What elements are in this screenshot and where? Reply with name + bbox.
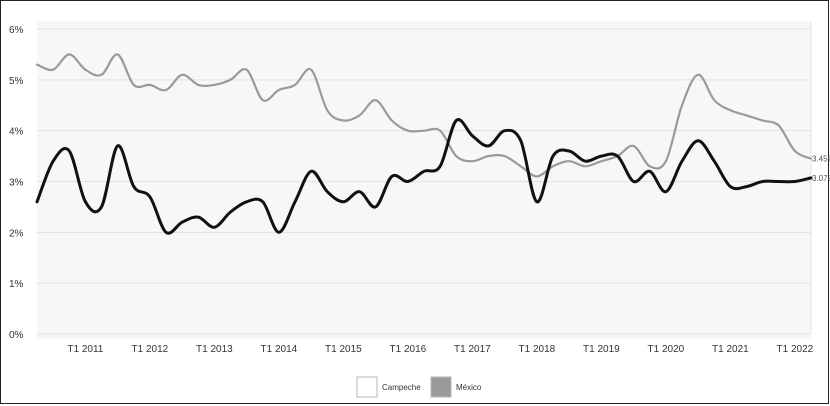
legend: Campeche México [356,376,482,398]
legend-label: México [456,383,482,392]
legend-swatch [356,376,378,398]
x-axis-ticks: T1 2011 T1 2012 T1 2013 T1 2014 T1 2015 T1 20… [67,344,813,355]
series-line-campeche [35,118,813,235]
y-tick-label: 3% [9,178,24,189]
end-labels: 3.45% 3.07% [812,155,830,183]
plot-area [37,21,811,339]
legend-swatch [430,376,452,398]
x-tick-label: T1 2017 [454,344,491,355]
y-tick-label: 0% [9,330,24,341]
x-tick-label: T1 2015 [325,344,362,355]
legend-label: Campeche [382,383,421,392]
y-tick-label: 6% [9,25,24,36]
end-value-label: 3.45% [812,155,830,164]
y-axis-ticks: 0% 1% 2% 3% 4% 5% 6% [9,25,24,341]
x-tick-label: T1 2011 [67,344,103,355]
x-tick-label: T1 2019 [583,344,620,355]
x-tick-label: T1 2021 [712,344,749,355]
y-tick-label: 5% [9,76,24,87]
y-tick-label: 1% [9,279,24,290]
y-tick-label: 2% [9,228,24,239]
x-tick-label: T1 2020 [648,344,685,355]
x-tick-label: T1 2013 [196,344,233,355]
series-line-mexico [35,53,813,178]
end-value-label: 3.07% [812,174,830,183]
x-tick-label: T1 2018 [519,344,556,355]
x-tick-label: T1 2012 [132,344,169,355]
series-lines [35,53,813,235]
x-tick-label: T1 2016 [390,344,427,355]
x-tick-label: T1 2022 [777,344,814,355]
y-tick-label: 4% [9,127,24,138]
x-tick-label: T1 2014 [261,344,298,355]
